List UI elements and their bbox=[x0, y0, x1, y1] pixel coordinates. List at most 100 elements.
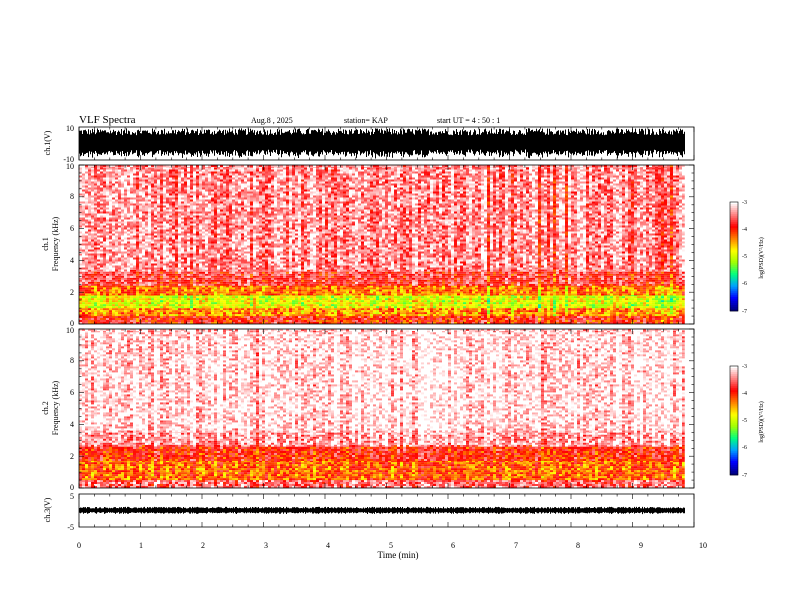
spectrogram-cell bbox=[91, 181, 94, 184]
spectrogram-cell bbox=[208, 245, 211, 248]
spectrogram-cell bbox=[103, 263, 106, 266]
spectrogram-cell bbox=[106, 312, 109, 315]
spectrogram-cell bbox=[232, 219, 235, 222]
spectrogram-cell bbox=[196, 237, 199, 240]
spectrogram-cell bbox=[91, 245, 94, 248]
spectrogram-cell bbox=[163, 267, 166, 270]
spectrogram-cell bbox=[136, 273, 139, 276]
spectrogram-cell bbox=[208, 201, 211, 204]
spectrogram-cell bbox=[247, 296, 250, 299]
spectrogram-cell bbox=[166, 318, 169, 320]
spectrogram-cell bbox=[256, 318, 259, 320]
spectrogram-cell bbox=[214, 320, 217, 322]
spectrogram-cell bbox=[127, 287, 130, 290]
spectrogram-cell bbox=[139, 308, 142, 311]
spectrogram-cell bbox=[157, 177, 160, 180]
spectrogram-cell bbox=[178, 314, 181, 317]
spectrogram-cell bbox=[124, 310, 127, 313]
spectrogram-cell bbox=[199, 289, 202, 292]
spectrogram-cell bbox=[181, 287, 184, 290]
spectrogram-cell bbox=[109, 273, 112, 276]
spectrogram-cell bbox=[241, 247, 244, 250]
spectrogram-cell bbox=[187, 263, 190, 266]
spectrogram-cell bbox=[100, 211, 103, 214]
spectrogram-cell bbox=[124, 308, 127, 311]
spectrogram-cell bbox=[85, 261, 88, 264]
spectrogram-cell bbox=[241, 275, 244, 278]
spectrogram-cell bbox=[259, 273, 262, 276]
spectrogram-cell bbox=[265, 203, 268, 206]
spectrogram-cell bbox=[160, 239, 163, 242]
spectrogram-cell bbox=[103, 245, 106, 248]
spectrogram-cell bbox=[172, 247, 175, 250]
spectrogram-cell bbox=[247, 193, 250, 196]
spectrogram-cell bbox=[145, 233, 148, 236]
spectrogram-cell bbox=[208, 217, 211, 220]
spectrogram-cell bbox=[115, 296, 118, 299]
spectrogram-cell bbox=[256, 302, 259, 305]
spectrogram-cell bbox=[217, 261, 220, 264]
spectrogram-cell bbox=[262, 221, 265, 224]
spectrogram-cell bbox=[235, 283, 238, 286]
spectrogram-cell bbox=[172, 293, 175, 296]
spectrogram-cell bbox=[211, 207, 214, 210]
spectrogram-cell bbox=[88, 187, 91, 190]
spectrogram-cell bbox=[160, 225, 163, 228]
spectrogram-cell bbox=[217, 237, 220, 240]
spectrogram-cell bbox=[88, 175, 91, 178]
spectrogram-cell bbox=[169, 308, 172, 311]
spectrogram-cell bbox=[199, 257, 202, 260]
spectrogram-cell bbox=[148, 181, 151, 184]
spectrogram-cell bbox=[223, 189, 226, 192]
spectrogram-cell bbox=[133, 287, 136, 290]
spectrogram-cell bbox=[82, 320, 85, 322]
spectrogram-cell bbox=[91, 293, 94, 296]
spectrogram-cell bbox=[232, 165, 235, 167]
spectrogram-cell bbox=[136, 195, 139, 198]
spectrogram-cell bbox=[196, 273, 199, 276]
spectrogram-cell bbox=[187, 167, 190, 170]
spectrogram-cell bbox=[121, 169, 124, 172]
spectrogram-cell bbox=[265, 298, 268, 301]
spectrogram-cell bbox=[247, 259, 250, 262]
spectrogram-cell bbox=[232, 239, 235, 242]
spectrogram-cell bbox=[202, 320, 205, 322]
spectrogram-cell bbox=[226, 177, 229, 180]
spectrogram-cell bbox=[229, 229, 232, 232]
spectrogram-cell bbox=[202, 318, 205, 320]
spectrogram-cell bbox=[268, 261, 271, 264]
spectrogram-cell bbox=[250, 219, 253, 222]
spectrogram-cell bbox=[148, 287, 151, 290]
spectrogram-cell bbox=[214, 235, 217, 238]
spectrogram-cell bbox=[208, 225, 211, 228]
spectrogram-cell bbox=[145, 308, 148, 311]
spectrogram-cell bbox=[136, 245, 139, 248]
spectrogram-cell bbox=[223, 237, 226, 240]
spectrogram-cell bbox=[178, 243, 181, 246]
spectrogram-cell bbox=[220, 314, 223, 317]
spectrogram-cell bbox=[175, 193, 178, 196]
spectrogram-cell bbox=[163, 217, 166, 220]
spectrogram-cell bbox=[124, 306, 127, 309]
spectrogram-cell bbox=[139, 267, 142, 270]
spectrogram-cell bbox=[193, 171, 196, 174]
spectrogram-cell bbox=[259, 217, 262, 220]
spectrogram-cell bbox=[133, 320, 136, 322]
spectrogram-cell bbox=[142, 187, 145, 190]
spectrogram-cell bbox=[103, 191, 106, 194]
spectrogram-cell bbox=[241, 281, 244, 284]
spectrogram-cell bbox=[217, 223, 220, 226]
spectrogram-cell bbox=[145, 273, 148, 276]
spectrogram-cell bbox=[121, 193, 124, 196]
spectrogram-cell bbox=[196, 171, 199, 174]
spectrogram-cell bbox=[106, 209, 109, 212]
spectrogram-cell bbox=[208, 237, 211, 240]
spectrogram-cell bbox=[268, 283, 271, 286]
spectrogram-cell bbox=[175, 261, 178, 264]
spectrogram-cell bbox=[268, 247, 271, 250]
spectrogram-cell bbox=[268, 316, 271, 318]
spectrogram-cell bbox=[154, 306, 157, 309]
spectrogram-cell bbox=[160, 241, 163, 244]
spectrogram-cell bbox=[208, 181, 211, 184]
spectrogram-cell bbox=[256, 175, 259, 178]
